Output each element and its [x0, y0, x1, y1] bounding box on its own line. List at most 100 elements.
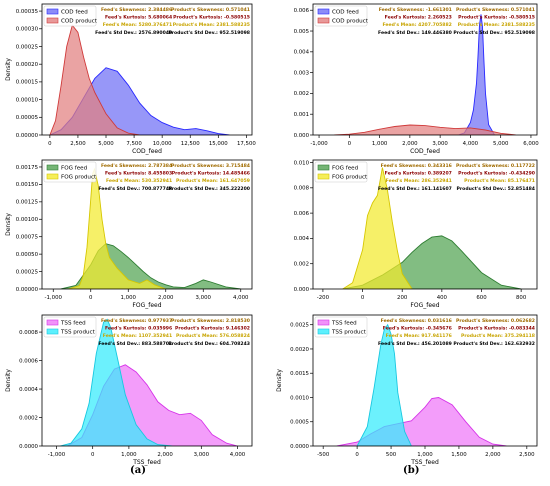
cod_b-stat-label: Product's Skewness:: [456, 7, 509, 13]
fog_b-series-product-area: [341, 167, 413, 289]
cod_b-stat-product-skewness: Product's Skewness: 0.571041: [456, 7, 535, 13]
cod_b-y-tick-label: 0.000: [294, 133, 310, 139]
fog_a-legend: FOG feed FOG product: [43, 161, 97, 183]
cod_b-plot-frame: [312, 3, 538, 136]
cod_b-stat-label: Product's Kurtosis:: [458, 15, 507, 21]
cod_b-stat-value: 2381.588235: [501, 22, 535, 28]
fog_b-x-tick-label: 200: [397, 295, 408, 301]
fog_a-stat-value: 3.715484: [226, 163, 250, 169]
tss_b-stat-feed-skewness: Feed's Skewness: 0.031616: [381, 318, 452, 324]
cod_a-y-tick-label: 0.00015: [16, 80, 38, 86]
cod_a-x-tick-label: 10,000: [153, 141, 172, 147]
cod_b-stat-label: Product's Mean:: [458, 22, 500, 28]
cod_b-stat-value: 0.571041: [511, 7, 535, 13]
tss_b-stat-label: Feed's Std Dev.:: [378, 341, 420, 347]
fog_a-x-tick-label: -1,000: [45, 295, 63, 301]
cod_b-stat-feed-mean: Feed's Mean: 4207.705882: [382, 22, 451, 28]
fog_a-x-tick-label: 0: [89, 295, 93, 301]
cod_a-x-tick-label: 2,500: [70, 141, 86, 147]
tss_a-stat-product-skewness: Product's Skewness: 2.818530: [171, 318, 250, 324]
cod_b-x-tick-label: 3,000: [432, 141, 448, 147]
cod_a-stat-label: Product's Mean:: [173, 22, 215, 28]
tss_b-stat-value: -0.345676: [426, 326, 452, 332]
fog_b-stat-label: Feed's Mean:: [386, 178, 420, 184]
cod_b-x-tick-label: 1,000: [372, 141, 388, 147]
tss_b-x-tick-label: 1,000: [417, 452, 433, 458]
tss_b-stats: Feed's Skewness: 0.031616 Product's Skewn…: [378, 318, 535, 347]
cod_b-stat-feed-std: Feed's Std Dev.: 149.446380: [378, 30, 452, 36]
tss_b-x-tick-label: -500: [317, 452, 330, 458]
fog_b-stat-product-mean: Product's Mean: 85.176471: [464, 178, 535, 184]
fog_a-stat-feed-mean: Feed's Mean: 530.352941: [106, 178, 172, 184]
tss_a-y-tick-label: 0.0004: [19, 387, 38, 393]
cod_b-x-tick-label: 6,000: [523, 141, 539, 147]
cod_a-stat-value: 2576.890040: [138, 30, 172, 36]
fog_b-x-tick-label: 800: [516, 295, 527, 301]
fog_b-y-tick-label: 0.002: [294, 262, 309, 268]
fog_a-stat-value: 8.455803: [148, 171, 172, 177]
tss_b-y-tick-label: 0.0020: [290, 347, 309, 353]
fog_b-legend-swatch: [317, 164, 330, 171]
tss_b-stat-value: 375.294118: [504, 333, 535, 339]
cod_a-y-axis-label: Density: [5, 58, 12, 81]
cod_a-y-tick-label: 0.00005: [16, 115, 38, 121]
fog_a-stat-label: Feed's Std Dev.:: [98, 186, 140, 192]
cod_b-legend-swatch: [317, 17, 330, 24]
fog_a-legend-entry: FOG product: [61, 175, 97, 181]
cod_a-series-product-area: [49, 24, 140, 135]
fog_b-stat-value: 0.117722: [511, 163, 535, 169]
tss_a-stat-value: 2.818530: [226, 318, 250, 324]
fog_b-stat-value: 286.352941: [421, 178, 452, 184]
cod_a-stat-value: 0.571041: [226, 7, 250, 13]
tss_a-stat-feed-mean: Feed's Mean: 1107.352941: [103, 333, 172, 339]
cod_a-y-tick-label: 0.00020: [16, 62, 39, 68]
fog_a-stat-feed-std: Feed's Std Dev.: 700.877748: [98, 186, 172, 192]
tss_a-x-tick-label: -1,000: [48, 452, 66, 458]
fog_a-stat-product-skewness: Product's Skewness: 3.715484: [171, 163, 250, 169]
fog_b-legend-swatch: [317, 173, 330, 180]
cod_a-stat-label: Feed's Kurtosis:: [105, 15, 147, 21]
tss_b-x-tick-label: 500: [386, 452, 397, 458]
cod_a-legend-swatch: [46, 8, 59, 15]
tss_b-stat-value: 456.201089: [421, 341, 452, 347]
fog_a-x-tick-label: 1,000: [121, 295, 137, 301]
fog_b-x-tick-label: -200: [317, 295, 330, 301]
cod_a-stat-value: 5280.376471: [138, 22, 172, 28]
tss_a-stat-value: 604.708243: [219, 341, 250, 347]
tss_b-series-product-area: [356, 323, 412, 446]
fog_a-stat-product-std: Product's Std Dev.: 345.222200: [168, 186, 250, 192]
cod_a-stat-value: -0.580515: [224, 15, 250, 21]
fog_b-legend: FOG feed FOG product: [314, 161, 368, 183]
tss_b-legend: TSS feed TSS product: [314, 316, 368, 338]
cod_b-stat-product-kurtosis: Product's Kurtosis: -0.580515: [458, 15, 535, 21]
cod_b-y-tick-label: 0.006: [294, 8, 310, 14]
fog_a-stat-product-mean: Product's Mean: 161.647059: [176, 178, 250, 184]
cod_b-stat-value: -1.661301: [426, 7, 452, 13]
cod_b-stat-value: 2.260523: [428, 15, 452, 21]
cod_a-plot-frame: [41, 3, 253, 136]
tss_a-stat-label: Product's Kurtosis:: [175, 326, 224, 332]
fog_b-stat-feed-kurtosis: Feed's Kurtosis: 0.389207: [385, 171, 452, 177]
tss_a-y-tick-label: 0.0008: [19, 330, 38, 336]
tss_a-stat-label: Product's Skewness:: [171, 318, 224, 324]
cod_b-y-tick-label: 0.001: [294, 112, 309, 118]
tss_b-x-tick-label: 2,500: [519, 452, 535, 458]
cod_a-stat-value: 5.680064: [148, 15, 172, 21]
fog_a-stat-label: Feed's Kurtosis:: [105, 171, 147, 177]
fog_a-series-product-area: [68, 167, 166, 289]
cod_a-y-tick-label: 0.00010: [16, 97, 39, 103]
tss_b-y-tick-label: 0.0000: [290, 444, 309, 450]
fog_b-legend-entry: FOG product: [332, 175, 368, 181]
tss_a-legend-swatch: [46, 328, 59, 335]
fog_a-stat-value: 2.787384: [148, 163, 172, 169]
cod_b-x-tick-label: 4,000: [463, 141, 479, 147]
fog_a-stat-value: 530.352941: [142, 178, 173, 184]
tss_b-stat-feed-kurtosis: Feed's Kurtosis: -0.345676: [383, 326, 452, 332]
fog_a-legend-swatch: [46, 173, 59, 180]
tss_b-stat-label: Feed's Skewness:: [381, 318, 427, 324]
fog_a-stat-value: 161.647059: [219, 178, 250, 184]
cod_b-chart: -1,000 0 1,000 2,000 3,000 4,000 5,000 6,000 0.0…: [294, 3, 539, 155]
fog_a-y-tick-label: 0.00175: [16, 165, 38, 171]
cod_a-legend-entry: COD product: [61, 19, 98, 25]
